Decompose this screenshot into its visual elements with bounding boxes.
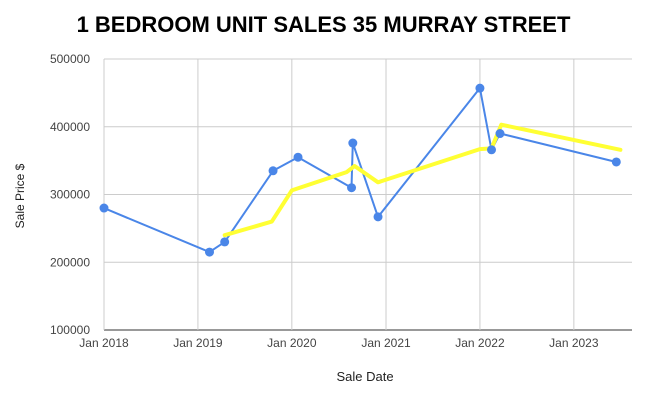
y-tick-label: 400000 <box>50 120 90 134</box>
y-tick-label: 500000 <box>50 52 90 66</box>
data-point <box>348 138 358 148</box>
data-point <box>495 129 505 139</box>
x-tick-label: Jan 2023 <box>549 336 599 350</box>
y-axis-label: Sale Price $ <box>13 163 27 229</box>
data-point <box>220 237 230 247</box>
y-tick-label: 200000 <box>50 255 90 269</box>
data-point <box>204 247 214 257</box>
series-line-2 <box>222 122 623 238</box>
data-point <box>268 166 278 176</box>
data-point <box>487 145 497 155</box>
chart-title: 1 BEDROOM UNIT SALES 35 MURRAY STREET <box>76 12 571 37</box>
data-point <box>373 212 383 222</box>
x-axis-label: Sale Date <box>336 369 394 384</box>
x-tick-label: Jan 2018 <box>79 336 129 350</box>
data-point <box>293 152 303 162</box>
x-tick-label: Jan 2020 <box>267 336 317 350</box>
x-tick-label: Jan 2022 <box>455 336 505 350</box>
data-point <box>475 83 485 93</box>
x-tick-label: Jan 2021 <box>361 336 411 350</box>
x-tick-label: Jan 2019 <box>173 336 223 350</box>
y-tick-label: 300000 <box>50 188 90 202</box>
data-point <box>611 157 621 167</box>
data-point <box>347 183 357 193</box>
data-point <box>99 203 109 213</box>
y-tick-label: 100000 <box>50 323 90 337</box>
